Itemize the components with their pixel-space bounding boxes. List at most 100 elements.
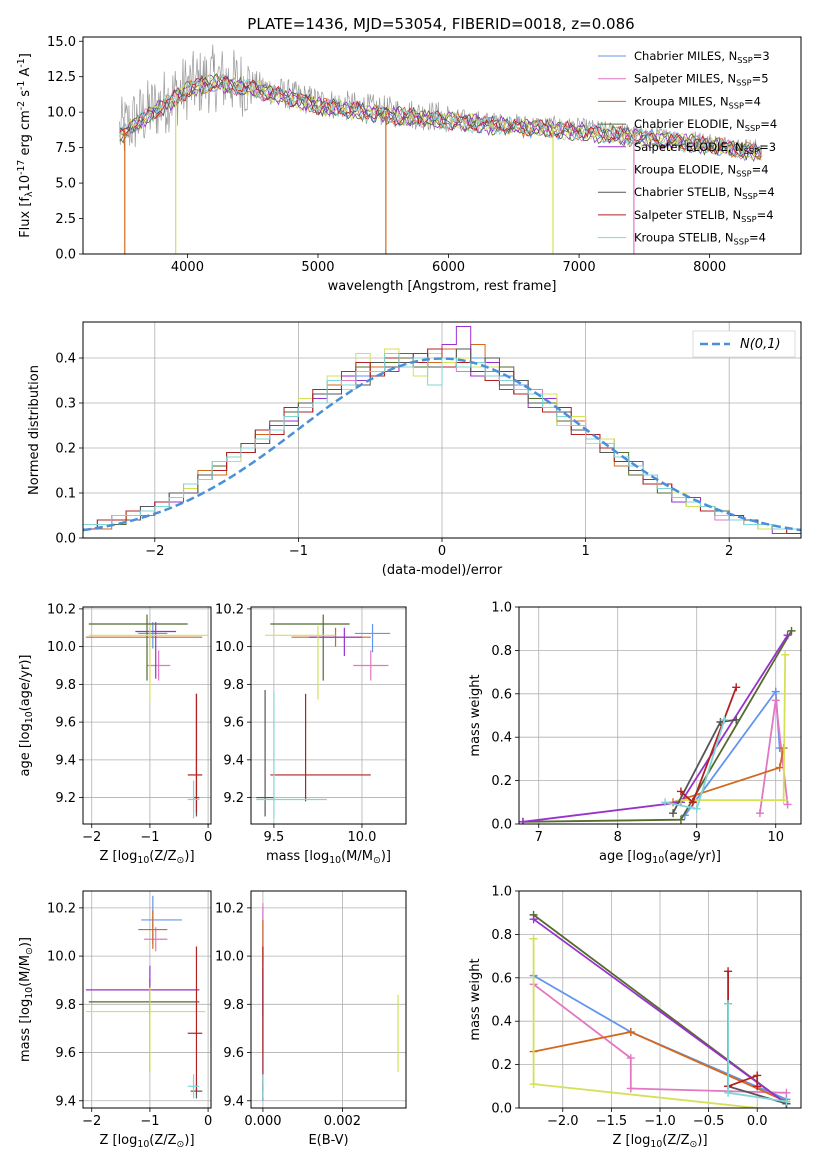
x-tick-label: −1 [140, 830, 159, 845]
x-tick-label: 10.0 [347, 830, 376, 845]
y-tick-label: 1.0 [491, 601, 512, 616]
weight-marker [782, 1097, 791, 1106]
axes-frame [518, 606, 802, 825]
y-tick-label: 0.3 [55, 397, 76, 412]
y-tick-label: 10.2 [215, 602, 244, 617]
y-tick-label: 9.6 [223, 716, 244, 731]
x-tick-label: 8000 [693, 260, 726, 275]
x-axis-label: Z [log10(Z/Z⊙)] [612, 1133, 707, 1150]
axes-frame [250, 606, 407, 825]
weight-marker [519, 817, 527, 824]
y-tick-label: 0.8 [491, 644, 512, 659]
plot-area [529, 910, 791, 1108]
y-tick-label: 10.0 [47, 950, 76, 965]
y-tick-label: 9.4 [55, 1094, 76, 1109]
y-tick-label: 9.4 [223, 1094, 244, 1109]
axes-age-vs-mass: 9.5 10.0 9.2 9.4 9.6 9.8 10.0 10.2 mass [log10(M… [215, 602, 407, 866]
errorbar-point [144, 927, 168, 952]
y-tick-label: 0.0 [55, 532, 76, 547]
x-tick-label: −1.0 [644, 1114, 676, 1129]
axes-frame [82, 890, 212, 1109]
errorbar-point [256, 690, 274, 817]
legend-label: Salpeter ELODIE, NSSP=3 [634, 140, 776, 156]
x-tick-label: −1 [140, 1114, 159, 1129]
x-axis-label: Z [log10(Z/Z⊙)] [99, 1133, 194, 1150]
weight-marker [753, 1071, 762, 1080]
weight-line [727, 971, 759, 1088]
axes-massweight-vs-age: 7 8 9 10 0.0 0.2 0.4 0.6 0.8 1.0 age [log10(age/yr… [468, 601, 802, 866]
weight-marker [724, 1088, 733, 1097]
y-tick-label: 5.0 [55, 177, 76, 192]
legend-box [692, 330, 796, 358]
y-tick-label: 9.4 [55, 753, 76, 768]
y-tick-label: 0.2 [491, 1058, 512, 1073]
y-tick-label: 9.8 [55, 678, 76, 693]
errorbar-point [256, 691, 327, 819]
weight-marker [692, 804, 701, 813]
weight-marker [626, 1084, 635, 1093]
x-tick-label: 0.000 [244, 1114, 281, 1129]
x-axis-label: Z [log10(Z/Z⊙)] [99, 849, 194, 866]
weight-marker [781, 650, 790, 659]
plot-area [256, 614, 391, 819]
weight-marker [783, 800, 792, 809]
x-axis-label: E(B-V) [308, 1133, 348, 1148]
y-axis-label: mass weight [468, 958, 483, 1040]
weight-marker [771, 696, 780, 705]
weight-marker [529, 934, 538, 943]
plot-area [85, 614, 209, 819]
errorbar-point [85, 627, 203, 647]
y-tick-label: 9.2 [223, 791, 244, 806]
weight-marker [529, 915, 538, 924]
x-tick-label: −2.0 [547, 1114, 579, 1129]
legend-label: Chabrier STELIB, NSSP=4 [634, 185, 775, 201]
x-tick-label: 9 [693, 830, 701, 845]
axes-massweight-vs-Z: −2.0 −1.5 −1.0 −0.5 0.0 0.0 0.2 0.4 0.6 0.8 1.0 Z [… [468, 885, 802, 1150]
x-tick-label: 10 [767, 830, 784, 845]
y-tick-label: 0.2 [55, 442, 76, 457]
x-tick-label: 1 [581, 544, 589, 559]
y-axis-label: Normed distribution [27, 365, 42, 495]
model-line [119, 74, 762, 159]
weight-line [533, 918, 787, 1105]
legend-label: N(0,1) [740, 337, 781, 352]
legend-label: Chabrier MILES, NSSP=3 [634, 49, 770, 65]
errorbar-point [353, 650, 389, 681]
figure-title: PLATE=1436, MJD=53054, FIBERID=0018, z=0… [247, 15, 634, 33]
x-tick-label: 0 [204, 1114, 212, 1129]
errorbar-point [138, 910, 168, 949]
legend-label: Kroupa MILES, NSSP=4 [634, 94, 761, 110]
legend: Chabrier MILES, NSSP=3 Salpeter MILES, NS… [598, 49, 777, 247]
axes-residuals: −2 −1 0 1 2 0.0 0.1 0.2 0.3 0.4 (data-model)/error… [27, 321, 802, 578]
y-tick-label: 10.2 [47, 901, 76, 916]
plot-area [83, 326, 801, 534]
legend-label: Salpeter MILES, NSSP=5 [634, 72, 769, 88]
x-tick-label: −2 [82, 830, 101, 845]
x-tick-label: 5000 [301, 260, 334, 275]
y-tick-label: 9.8 [223, 678, 244, 693]
y-tick-label: 0.2 [491, 774, 512, 789]
y-tick-label: 10.0 [47, 640, 76, 655]
errorbar-point [354, 623, 391, 653]
y-tick-label: 0.6 [491, 687, 512, 702]
axes-frame [250, 890, 407, 1109]
weight-marker [529, 1080, 538, 1089]
x-axis-label: mass [log10(M/M⊙)] [266, 849, 391, 866]
errorbar-point [187, 946, 203, 1092]
weight-marker [779, 796, 788, 805]
histogram-step [83, 353, 801, 530]
normal-curve [83, 357, 801, 532]
y-tick-label: 0.4 [491, 731, 512, 746]
x-tick-label: 0 [438, 544, 446, 559]
y-tick-label: 2.5 [55, 212, 76, 227]
x-tick-label: 2 [725, 544, 733, 559]
weight-marker [732, 715, 741, 724]
x-tick-label: −0.5 [693, 1114, 725, 1129]
weight-marker [782, 1088, 791, 1097]
axes-mass-vs-ebv: 0.000 0.002 9.4 9.6 9.8 10.0 10.2 E(B-V) [215, 890, 407, 1148]
y-tick-label: 0.8 [491, 928, 512, 943]
weight-marker [771, 687, 780, 696]
weight-marker [626, 1054, 635, 1063]
legend-label: Kroupa ELODIE, NSSP=4 [634, 163, 769, 179]
